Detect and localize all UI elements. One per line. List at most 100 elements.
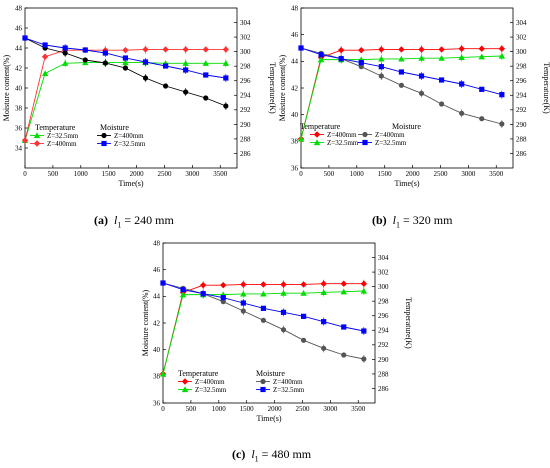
legend-entry: Z=32.5mm	[114, 140, 146, 148]
data-point	[122, 46, 129, 54]
x-axis-label: Time(s)	[256, 414, 281, 423]
data-point	[358, 46, 365, 54]
legend-entry: Z=400mm	[114, 132, 144, 140]
data-point	[223, 75, 229, 81]
data-point	[62, 50, 68, 56]
legend-title-moisture: Moisture	[100, 123, 129, 132]
x-tick-label: 2000	[130, 170, 145, 178]
data-point	[202, 46, 209, 53]
y2-axis-label: Temperature(K)	[404, 297, 413, 349]
legend: Temperature MoistureZ=400mmZ=32.5mmZ=400m…	[178, 369, 305, 394]
data-point	[223, 103, 229, 109]
data-point	[102, 60, 108, 66]
data-point	[338, 56, 344, 62]
y-tick-label: 48	[291, 4, 299, 12]
data-point	[300, 337, 307, 343]
legend-title-moisture: Moisture	[392, 122, 421, 131]
y2-tick-label: 294	[378, 327, 389, 335]
caption-tag: (b)	[372, 213, 387, 227]
y2-tick-label: 286	[516, 150, 527, 158]
data-point	[41, 53, 49, 60]
data-point	[142, 75, 149, 81]
y2-tick-label: 286	[378, 385, 389, 393]
legend: Temperature MoistureZ=32.5mmZ=400mmZ=400m…	[30, 123, 146, 148]
y2-tick-label: 286	[240, 150, 251, 158]
data-point	[398, 82, 405, 88]
series-temperature-z32.5mm	[159, 287, 368, 377]
caption-subscript: 1	[396, 220, 401, 230]
legend-entry: Z=400mm	[47, 140, 77, 148]
caption-subscript: 1	[117, 220, 122, 230]
y2-tick-label: 288	[378, 370, 389, 378]
y2-tick-label: 304	[240, 19, 251, 27]
data-point	[478, 45, 485, 52]
data-point	[341, 324, 347, 330]
data-point	[361, 356, 367, 362]
y2-tick-label: 302	[378, 268, 389, 276]
y2-tick-label: 298	[516, 63, 527, 71]
data-point	[341, 352, 347, 358]
caption-tag: (c)	[232, 447, 246, 461]
data-point	[378, 73, 384, 79]
legend: Temperature MoistureZ=400mmZ=32.5mmZ=400m…	[300, 122, 421, 147]
x-tick-label: 3500	[213, 170, 228, 178]
data-point	[122, 55, 129, 61]
legend-marker	[33, 140, 41, 147]
data-point	[260, 317, 267, 323]
y2-tick-label: 304	[378, 254, 389, 262]
legend-entry: Z=400mm	[273, 378, 303, 386]
data-point	[300, 313, 307, 319]
data-point	[202, 60, 209, 66]
data-point	[280, 309, 287, 315]
data-point	[298, 45, 304, 51]
data-point	[41, 70, 49, 77]
data-point	[240, 300, 246, 306]
data-point	[260, 281, 267, 288]
data-point	[102, 50, 108, 56]
data-point	[321, 345, 327, 351]
legend-title-temperature: Temperature	[35, 123, 76, 132]
data-point	[222, 46, 230, 53]
data-point	[398, 69, 405, 75]
series-line	[162, 290, 364, 375]
data-point	[222, 60, 230, 66]
y2-tick-label: 300	[240, 48, 251, 56]
caption-value: = 480 mm	[258, 447, 312, 461]
y-tick-label: 38	[153, 373, 161, 381]
caption-variable: l	[392, 213, 397, 227]
data-point	[240, 290, 247, 297]
y-tick-label: 40	[153, 346, 161, 354]
y2-tick-label: 292	[516, 106, 527, 114]
x-tick-label: 1000	[74, 170, 89, 178]
y2-axis-label: Temperature(K)	[542, 62, 550, 114]
data-point	[220, 299, 226, 305]
data-point	[498, 45, 506, 52]
y-tick-label: 46	[291, 31, 299, 39]
legend-entry: Z=32.5mm	[195, 386, 227, 394]
y2-tick-label: 302	[240, 33, 251, 41]
data-point	[280, 281, 287, 288]
series-temperature-z400mm	[297, 44, 506, 143]
x-tick-label: 3500	[351, 405, 366, 413]
data-point	[183, 67, 189, 73]
y2-tick-label: 296	[240, 77, 251, 85]
x-tick-label: 1500	[378, 170, 393, 178]
legend-entry: Z=32.5mm	[375, 139, 407, 147]
data-point	[438, 77, 445, 83]
data-point	[321, 319, 327, 325]
x-tick-label: 2500	[433, 170, 448, 178]
legend-marker	[101, 140, 107, 147]
data-point	[317, 56, 325, 63]
y2-tick-label: 300	[516, 48, 527, 56]
series-moisture-z32.5mm	[22, 35, 229, 82]
y-tick-label: 38	[15, 104, 23, 112]
series-moisture-z32.5mm	[160, 280, 367, 335]
data-point	[61, 60, 69, 66]
x-tick-label: 500	[324, 170, 335, 178]
caption-value: = 320 mm	[400, 213, 453, 227]
y2-tick-label: 288	[240, 135, 251, 143]
legend-marker	[260, 378, 266, 385]
data-point	[438, 101, 445, 107]
data-point	[337, 46, 345, 54]
